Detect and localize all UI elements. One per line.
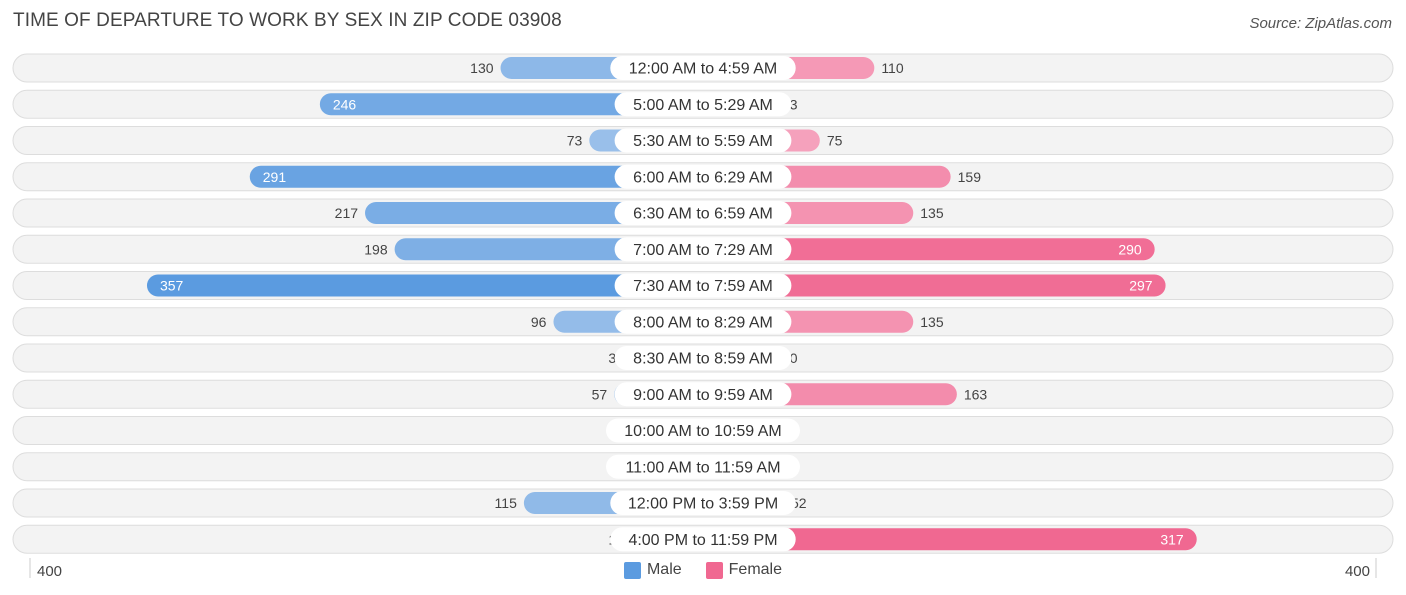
female-value-label: 317 <box>1160 531 1184 547</box>
female-value-label: 75 <box>827 133 843 149</box>
male-bar <box>146 274 713 297</box>
category-pill <box>610 56 796 80</box>
category-pill <box>606 454 800 479</box>
male-value-label: 357 <box>160 278 184 294</box>
legend: Male Female <box>0 561 1406 579</box>
category-label: 11:00 AM to 11:59 AM <box>625 459 780 476</box>
category-pill <box>606 418 800 443</box>
source-label: Source: ZipAtlas.com <box>1249 15 1392 32</box>
category-label: 7:00 AM to 7:29 AM <box>633 242 773 259</box>
male-value-label: 246 <box>333 96 357 112</box>
female-value-label: 110 <box>881 60 904 76</box>
male-value-label: 217 <box>335 205 359 221</box>
category-pill <box>614 237 792 262</box>
female-value-label: 290 <box>1118 241 1142 257</box>
category-label: 5:00 AM to 5:29 AM <box>633 97 773 114</box>
row-6: 357 297 7:30 AM to 7:59 AM <box>12 271 1394 300</box>
category-label: 6:00 AM to 6:29 AM <box>633 169 773 186</box>
male-bar <box>319 93 713 116</box>
row-1: 246135:00 AM to 5:29 AM <box>12 89 1394 119</box>
category-pill <box>610 527 796 552</box>
category-pill <box>614 273 792 298</box>
female-value-label: 159 <box>958 169 982 185</box>
category-label: 5:30 AM to 5:59 AM <box>633 133 773 150</box>
category-label: 6:30 AM to 6:59 AM <box>633 206 773 223</box>
male-value-label: 73 <box>567 133 583 149</box>
category-pill <box>614 201 792 225</box>
legend-item-male[interactable]: Male <box>623 561 682 579</box>
row-0: 130 110 12:00 AM to 4:59 AM <box>12 53 1394 83</box>
row-5: 198 290 7:00 AM to 7:29 AM <box>12 234 1394 264</box>
female-value-label: 297 <box>1129 278 1153 294</box>
male-bar <box>249 165 713 188</box>
male-value-label: 96 <box>531 314 547 330</box>
female-value-label: 135 <box>920 205 944 221</box>
axis-left-label: 400 <box>37 563 63 580</box>
male-value-label: 198 <box>364 241 388 257</box>
male-value-label: 130 <box>470 60 494 76</box>
row-11: 0011:00 AM to 11:59 AM <box>12 452 1394 482</box>
category-label: 12:00 PM to 3:59 PM <box>628 496 778 513</box>
category-label: 10:00 AM to 10:59 AM <box>624 423 781 440</box>
category-pill <box>610 491 796 515</box>
category-label: 8:30 AM to 8:59 AM <box>633 351 773 368</box>
axis-right-label: 400 <box>1344 563 1370 580</box>
row-3: 291 159 6:00 AM to 6:29 AM <box>12 162 1394 192</box>
row-4: 217 135 6:30 AM to 6:59 AM <box>12 198 1394 228</box>
category-label: 12:00 AM to 4:59 AM <box>629 61 778 78</box>
category-pill <box>614 346 792 370</box>
legend-label-female: Female <box>728 561 783 578</box>
female-bar <box>693 274 1166 297</box>
category-pill <box>614 382 792 407</box>
category-label: 4:00 PM to 11:59 PM <box>628 532 777 549</box>
category-pill <box>614 309 792 334</box>
male-value-label: 115 <box>495 495 518 511</box>
female-bar <box>693 528 1197 551</box>
category-label: 8:00 AM to 8:29 AM <box>633 314 773 331</box>
legend-item-female[interactable]: Female <box>705 561 783 579</box>
row-9: 57 163 9:00 AM to 9:59 AM <box>12 379 1394 409</box>
female-bar <box>693 238 1155 261</box>
row-10: 0010:00 AM to 10:59 AM <box>12 416 1394 445</box>
male-value-label: 291 <box>263 169 287 185</box>
category-pill <box>614 128 792 153</box>
category-pill <box>614 92 792 117</box>
legend-label-male: Male <box>646 561 682 578</box>
category-pill <box>614 164 792 189</box>
row-8: 34408:30 AM to 8:59 AM <box>12 343 1394 373</box>
row-7: 96 135 8:00 AM to 8:29 AM <box>12 307 1394 337</box>
category-label: 7:30 AM to 7:59 AM <box>633 278 773 295</box>
legend-swatch-female <box>705 561 723 579</box>
row-2: 73 75 5:30 AM to 5:59 AM <box>12 126 1394 155</box>
row-13: 123174:00 PM to 11:59 PM <box>12 524 1394 554</box>
chart-title: TIME OF DEPARTURE TO WORK BY SEX IN ZIP … <box>13 10 562 31</box>
legend-swatch-male <box>623 561 641 579</box>
female-value-label: 163 <box>964 386 988 402</box>
category-label: 9:00 AM to 9:59 AM <box>633 387 773 404</box>
female-value-label: 135 <box>920 314 944 330</box>
male-value-label: 57 <box>592 386 608 402</box>
